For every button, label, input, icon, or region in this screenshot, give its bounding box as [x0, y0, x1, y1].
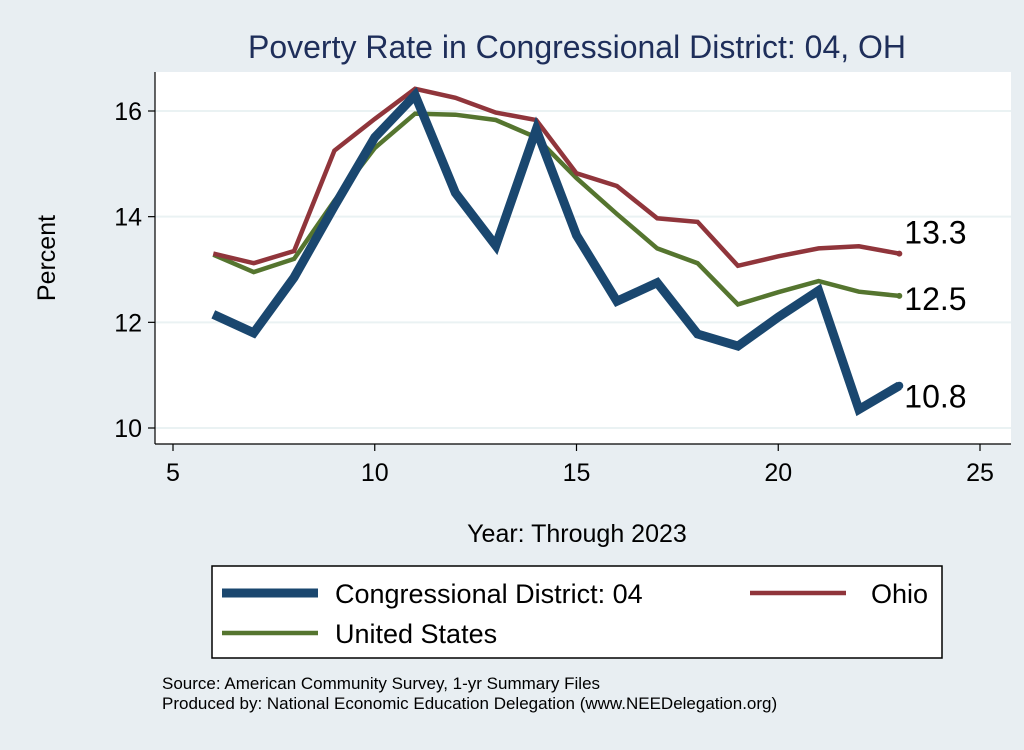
end-value-label: 12.5	[904, 281, 966, 317]
legend: Congressional District: 04 Ohio United Sta…	[211, 565, 943, 659]
series-end-point	[896, 292, 903, 299]
y-tick-label: 16	[114, 98, 142, 126]
end-label-layer: 10.8 13.3 12.5	[904, 215, 966, 415]
grid-layer	[155, 110, 1011, 429]
series-line-ohio	[212, 86, 900, 269]
plot-area	[155, 72, 1011, 444]
x-tick-label: 10	[361, 459, 389, 487]
series-line-congressional-district-04	[211, 86, 902, 417]
legend-box	[211, 565, 943, 659]
end-value-label: 10.8	[904, 379, 966, 415]
x-tick-label: 15	[563, 459, 591, 487]
source-note: Source: American Community Survey, 1-yr …	[162, 674, 600, 693]
y-axis-label: Percent	[33, 215, 61, 301]
x-tick-label: 25	[966, 459, 994, 487]
x-axis-label: Year: Through 2023	[467, 520, 687, 548]
legend-label: United States	[335, 619, 497, 649]
series-layer	[211, 86, 904, 417]
series-end-point	[895, 381, 904, 390]
y-tick-label: 14	[114, 204, 142, 232]
x-tick-label: 20	[764, 459, 792, 487]
y-tick-label: 10	[114, 415, 142, 443]
y-tick-label: 12	[114, 309, 142, 337]
legend-label: Congressional District: 04	[335, 579, 643, 609]
chart-title: Poverty Rate in Congressional District: …	[248, 29, 906, 65]
series-end-point	[896, 250, 903, 257]
end-value-label: 13.3	[904, 215, 966, 251]
axes-layer: 10 12 14 16 5 10 15 20 25	[114, 72, 1011, 487]
x-tick-label: 5	[166, 459, 180, 487]
producer-note: Produced by: National Economic Education…	[162, 694, 777, 713]
legend-label: Ohio	[871, 579, 928, 609]
